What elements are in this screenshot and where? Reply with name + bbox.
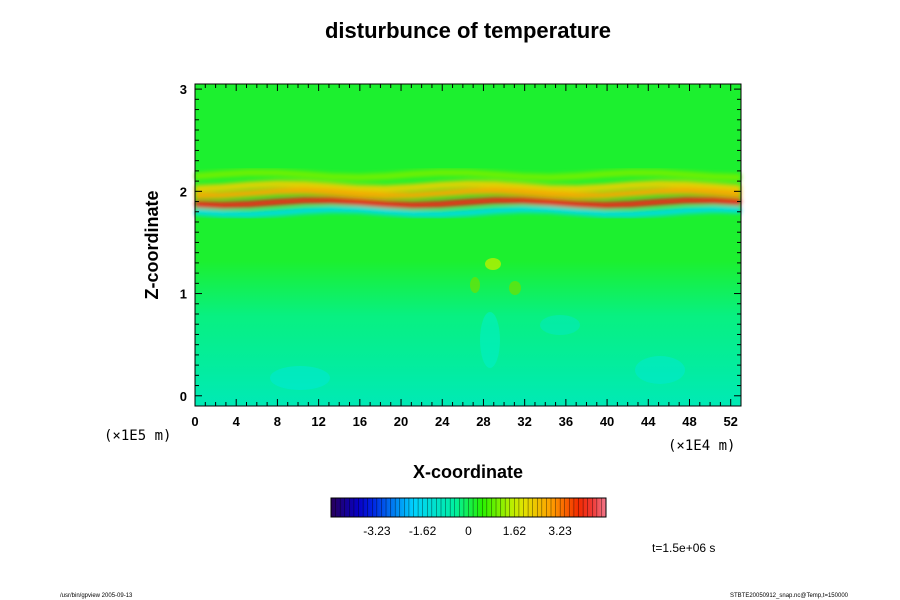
x-unit-label: (×1E4 m) [668,438,735,454]
colorbar-frame [330,497,607,518]
x-tick-label: 40 [600,414,614,429]
plume-feature [270,258,685,390]
band [194,205,742,218]
y-tick-label: 1 [180,287,187,302]
colorbar-segments [335,498,602,517]
band [194,196,742,209]
y-axis-title: Z-coordinate [142,190,162,299]
colorbar-tick-label: -3.23 [363,524,391,538]
colorbar: -3.23 -1.62 0 1.62 3.23 [330,497,607,538]
x-tick-label: 52 [723,414,737,429]
colorbar-tick-label: 1.62 [503,524,527,538]
blue-patch [270,366,330,390]
x-tick-label: 24 [435,414,450,429]
x-tick-label: 16 [353,414,367,429]
band [194,169,742,181]
colorbar-tick-label: 0 [465,524,472,538]
field-background [195,84,741,406]
blue-patch [540,315,580,335]
chart-title: disturbunce of temperature [325,18,611,43]
x-axis: 0 4 8 12 16 20 24 28 32 36 40 44 48 52 [191,84,742,429]
x-tick-label: 32 [517,414,531,429]
x-tick-label: 44 [641,414,656,429]
time-label: t=1.5e+06 s [652,541,715,555]
colorbar-ticks: -3.23 -1.62 0 1.62 3.23 [363,524,572,538]
x-tick-label: 20 [394,414,408,429]
plot-frame [194,83,742,407]
x-tick-label: 36 [559,414,573,429]
colorbar-tick-label: -1.62 [409,524,437,538]
y-axis: 0 1 2 3 [180,82,741,404]
x-axis-title: X-coordinate [413,462,523,482]
y-tick-label: 3 [180,82,187,97]
blue-patch [635,356,685,384]
plume-arm-right [509,281,521,295]
x-tick-label: 0 [191,414,198,429]
band [194,180,742,193]
x-tick-label: 28 [476,414,490,429]
y-tick-label: 2 [180,184,187,199]
plume-arm-left [470,277,480,293]
y-unit-label: (×1E5 m) [104,428,171,444]
x-tick-label: 48 [682,414,696,429]
footer-left: /usr/bin/gpview 2005-09-13 [60,593,133,599]
footer-right: STBTE20050912_snap.nc@Temp,t=150000 [730,593,849,599]
x-tick-label: 4 [233,414,241,429]
x-tick-label: 12 [311,414,325,429]
band [194,187,742,200]
y-tick-label: 0 [180,389,187,404]
x-tick-label: 8 [274,414,281,429]
plume-stem [480,312,500,368]
plume-cap [485,258,501,270]
colorbar-tick-label: 3.23 [548,524,572,538]
temperature-bands [194,169,742,218]
